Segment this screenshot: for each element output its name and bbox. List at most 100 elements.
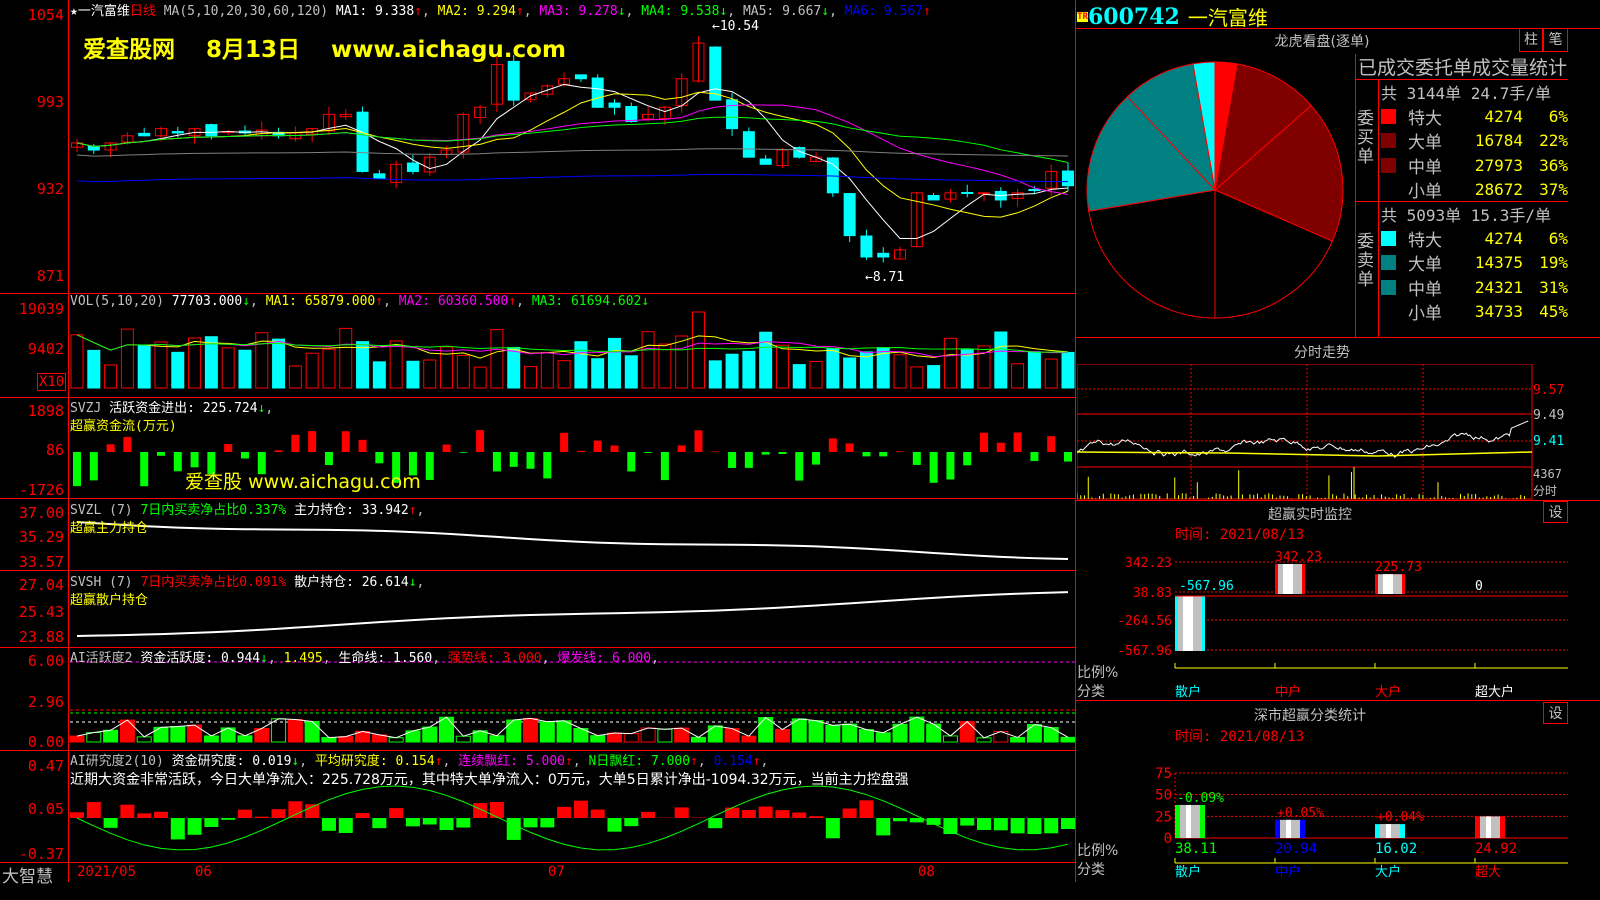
activity-bar [439, 716, 455, 743]
candle [742, 131, 755, 158]
app-logo-text: 大智慧 [2, 867, 53, 887]
y-tick: 6.00 [27, 652, 64, 670]
fund-flow-bar [106, 444, 115, 452]
order-type: 特大 [1408, 230, 1442, 251]
activity-bar [103, 729, 119, 743]
fund-flow-bar [593, 440, 602, 452]
panel-divider [1075, 0, 1076, 882]
research-bar [674, 807, 689, 818]
watermark: 爱查股 www.aichagu.com [185, 471, 421, 493]
vol-legend: VOL(5,10,20) 77703.000↓, MA1: 65879.000↑… [70, 294, 650, 309]
volume-bar [624, 355, 638, 389]
research-bar [893, 818, 908, 822]
activity-bar [556, 720, 572, 743]
fund-flow-bar [728, 452, 737, 468]
bar-highlight [1383, 574, 1393, 594]
watermark: 爱查股网 8月13日 www.aichagu.com [83, 37, 566, 63]
research-bar [909, 818, 924, 823]
svzl-subtitle: 超赢主力持仓 [70, 521, 149, 536]
candle [1011, 192, 1024, 199]
volume-bar [893, 354, 907, 389]
ma-params: MA(5,10,20,30,60,120) [163, 4, 329, 19]
fund-flow-bar [492, 452, 501, 472]
candle [894, 249, 907, 260]
fund-flow-bar [946, 452, 955, 480]
fund-flow-bar [224, 444, 233, 452]
category-label: 大户 [1375, 684, 1401, 700]
activity-bar [1060, 736, 1075, 743]
vol-unit-button[interactable]: X10 [37, 373, 67, 391]
ai2-comment: 近期大资金非常活跃，今日大单净流入：225.728万元，其中特大单净流入：0万元… [70, 772, 909, 788]
order-volume: 14375 [1474, 253, 1523, 273]
activity-bar [455, 735, 471, 743]
sell-side-label: 委卖单 [1357, 232, 1374, 290]
research-bar [254, 816, 269, 818]
activity-bar [808, 720, 824, 743]
research-bar [422, 818, 437, 825]
fund-flow-bar [408, 452, 417, 476]
bar-highlight [1386, 824, 1391, 838]
monitor-settings-button[interactable]: 设 [1543, 501, 1568, 523]
candle [726, 99, 739, 130]
candle [978, 192, 991, 195]
research-bar [573, 800, 588, 818]
activity-bar [1043, 727, 1059, 743]
volume-bar [607, 337, 621, 389]
y-tick: 0.00 [27, 733, 64, 751]
intraday-chart[interactable] [1077, 364, 1568, 500]
date-label: 08 [918, 864, 935, 880]
period-label[interactable]: 日线 [129, 4, 156, 19]
research-bar [741, 809, 756, 818]
order-type: 小单 [1408, 304, 1442, 325]
sz-settings-button[interactable]: 设 [1543, 702, 1568, 724]
activity-bar [707, 725, 723, 743]
ai1-legend: AI活跃度2 资金活跃度: 0.944↓, 1.495, 生命线: 1.560,… [70, 651, 659, 666]
category-label: 散户 [1175, 684, 1201, 700]
fund-flow-bar [173, 452, 182, 472]
kline-chart[interactable] [0, 0, 1075, 882]
y-tick: 0.47 [27, 757, 64, 775]
grid-frame [1077, 364, 1533, 500]
y-tick: 9402 [27, 340, 64, 358]
stock-code: 600742 [1088, 3, 1180, 30]
research-bar [825, 818, 840, 839]
volume-bar [691, 311, 705, 389]
legend-swatch [1381, 230, 1396, 246]
fund-flow-bar [257, 452, 266, 475]
activity-bar [338, 736, 354, 743]
research-bar [607, 818, 622, 832]
monitor-time: 时间: 2021/08/13 [1175, 527, 1305, 543]
volume-bar [188, 337, 202, 389]
activity-bar [422, 726, 438, 743]
ma1-value: MA1: 9.338 [335, 4, 415, 19]
fund-flow-bar [576, 450, 585, 452]
volume-bar [171, 351, 185, 389]
order-type: 中单 [1408, 279, 1442, 300]
divider [1355, 54, 1356, 337]
bar-mode-button[interactable]: 柱 [1519, 28, 1543, 52]
category-label: 中户 [1275, 864, 1301, 880]
fund-flow-bar [1013, 432, 1022, 452]
volume-bar [658, 343, 672, 389]
order-row: 特大 4274 6% [1381, 226, 1568, 251]
fund-flow-bar [828, 438, 837, 452]
activity-bar [926, 723, 942, 743]
y-tick: 0 [1164, 831, 1172, 847]
research-bar [540, 818, 555, 828]
tick-mode-button[interactable]: 笔 [1543, 28, 1568, 52]
volume-bar [423, 359, 437, 389]
fund-flow-bar [1047, 436, 1056, 452]
research-bar [372, 818, 387, 829]
category-label: 超大 [1475, 865, 1501, 880]
activity-bar [674, 727, 690, 743]
volume-bar [339, 327, 353, 389]
order-row: 特大 4274 6% [1381, 104, 1568, 129]
candle [860, 235, 873, 258]
order-pct: 45% [1539, 302, 1568, 322]
bar-value: 38.11 [1175, 841, 1217, 857]
candle [1028, 189, 1041, 192]
activity-bar [304, 720, 320, 743]
volume-bar [574, 341, 588, 389]
volume-bar [440, 346, 454, 389]
y-tick: -0.37 [18, 845, 64, 863]
